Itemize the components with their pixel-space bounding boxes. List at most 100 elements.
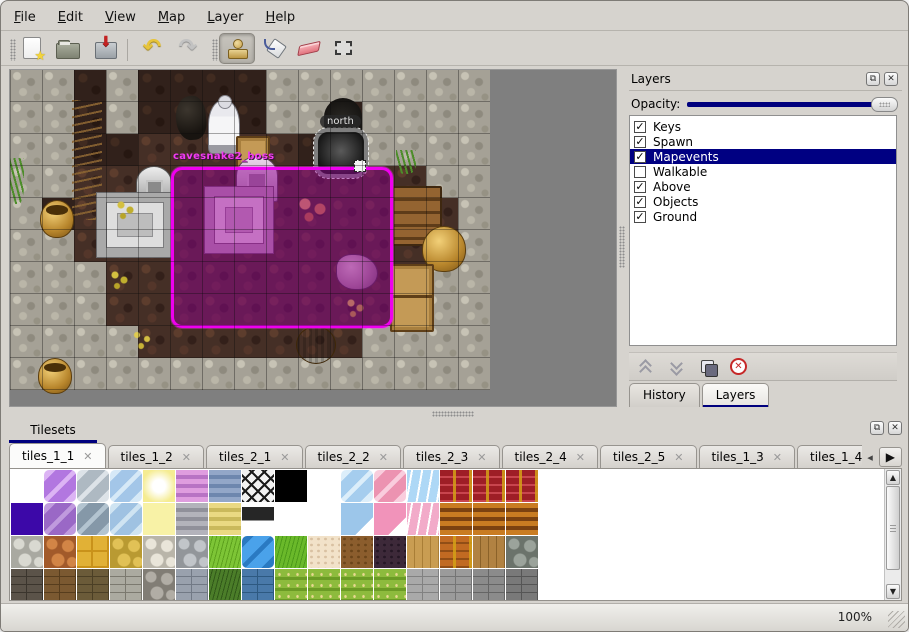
tileset-tab-tiles_2_1[interactable]: tiles_2_1 ✕ (206, 445, 303, 468)
tileset-tile[interactable] (374, 569, 406, 600)
tileset-tile[interactable] (44, 470, 76, 502)
tileset-tile[interactable] (11, 503, 43, 535)
opacity-slider[interactable] (687, 96, 898, 113)
redo-button[interactable]: ↷ (173, 34, 203, 62)
map-tile[interactable] (138, 134, 170, 166)
opacity-slider-track[interactable] (687, 101, 890, 107)
toolbar-drag-handle[interactable] (212, 39, 218, 61)
lower-layer-icon[interactable] (668, 356, 686, 376)
map-object-basket[interactable] (296, 326, 336, 364)
map-object-brazier[interactable] (38, 358, 72, 394)
tileset-tile[interactable] (275, 470, 307, 502)
layer-row-walkable[interactable]: Walkable (630, 164, 896, 179)
map-tile[interactable] (74, 262, 106, 294)
tileset-tile[interactable] (275, 536, 307, 568)
raise-layer-icon[interactable] (637, 358, 655, 378)
map-tile[interactable] (138, 102, 170, 134)
map-tile[interactable] (426, 70, 458, 102)
tileset-tile[interactable] (242, 470, 274, 502)
map-tile[interactable] (170, 326, 202, 358)
tileset-tile[interactable] (77, 470, 109, 502)
menu-map[interactable]: Map (157, 10, 186, 25)
tileset-tile[interactable] (440, 470, 472, 502)
map-tile[interactable] (170, 294, 202, 326)
close-tab-icon[interactable]: ✕ (181, 450, 191, 464)
tileset-tile[interactable] (374, 536, 406, 568)
close-tab-icon[interactable]: ✕ (772, 450, 782, 464)
float-panel-icon[interactable]: ⧉ (866, 72, 880, 86)
map-tile[interactable] (394, 70, 426, 102)
opacity-slider-handle[interactable] (871, 96, 898, 112)
tileset-tile[interactable] (110, 536, 142, 568)
map-tile[interactable] (10, 326, 42, 358)
map-tile[interactable] (42, 294, 74, 326)
map-tile[interactable] (106, 70, 138, 102)
close-panel-icon[interactable]: ✕ (884, 72, 898, 86)
map-tile[interactable] (458, 134, 490, 166)
map-tile[interactable] (42, 166, 74, 198)
map-tile[interactable] (106, 294, 138, 326)
map-tile[interactable] (298, 262, 330, 294)
scroll-tabs-left-icon[interactable]: ◂ (867, 450, 873, 464)
map-object-brazier[interactable] (40, 200, 74, 238)
map-tile[interactable] (266, 326, 298, 358)
map-tile[interactable] (330, 358, 362, 390)
tileset-tile[interactable] (440, 569, 472, 600)
tileset-tile[interactable] (407, 503, 439, 535)
layer-checkbox[interactable]: ✓ (634, 194, 646, 208)
map-tile[interactable] (10, 294, 42, 326)
map-tile[interactable] (74, 70, 106, 102)
map-tile[interactable] (106, 358, 138, 390)
map-tile[interactable] (10, 230, 42, 262)
tileset-tile[interactable] (341, 503, 373, 535)
menu-file[interactable]: File (14, 10, 36, 25)
open-button[interactable] (53, 34, 83, 62)
map-tile[interactable] (266, 294, 298, 326)
layer-checkbox[interactable] (634, 165, 646, 178)
map-tile[interactable] (106, 102, 138, 134)
tab-history[interactable]: History (629, 383, 700, 407)
map-object-flowers-dark[interactable] (128, 326, 162, 360)
map-tile[interactable] (202, 262, 234, 294)
layer-row-mapevents[interactable]: ✓ Mapevents (630, 149, 896, 164)
tileset-tile[interactable] (275, 569, 307, 600)
tileset-tab-tiles_2_3[interactable]: tiles_2_3 ✕ (403, 445, 500, 468)
map-object-altar-pink[interactable] (204, 186, 274, 254)
map-tile[interactable] (458, 326, 490, 358)
tileset-tile[interactable] (44, 503, 76, 535)
menu-layer[interactable]: Layer (207, 10, 244, 25)
resize-grip[interactable] (888, 611, 905, 628)
map-tile[interactable] (458, 102, 490, 134)
selection-rectangle[interactable] (171, 167, 393, 328)
tileset-tile[interactable] (341, 470, 373, 502)
map-object-mushrooms[interactable] (296, 196, 334, 226)
map-tile[interactable] (458, 358, 490, 390)
map-object-plant-yellow[interactable] (108, 268, 134, 292)
tileset-tile[interactable] (77, 569, 109, 600)
duplicate-layer-icon[interactable] (699, 358, 718, 377)
layer-checkbox[interactable]: ✓ (634, 134, 646, 148)
map-tile[interactable] (298, 70, 330, 102)
map-tile[interactable] (362, 326, 394, 358)
delete-layer-icon[interactable]: ✕ (730, 358, 747, 375)
stamp-tool-button[interactable] (219, 33, 255, 64)
map-tile[interactable] (266, 70, 298, 102)
tileset-tile[interactable] (407, 569, 439, 600)
layer-checkbox[interactable]: ✓ (634, 119, 646, 133)
map-tile[interactable] (362, 358, 394, 390)
map-tile[interactable] (138, 70, 170, 102)
map-object-rocks[interactable] (336, 254, 378, 290)
map-tile[interactable] (234, 358, 266, 390)
map-tile[interactable] (458, 198, 490, 230)
tileset-tile[interactable] (143, 536, 175, 568)
tileset-tile[interactable] (440, 536, 472, 568)
layer-row-keys[interactable]: ✓ Keys (630, 119, 896, 134)
save-button[interactable] (91, 34, 121, 62)
map-tile[interactable] (234, 294, 266, 326)
map-tile[interactable] (74, 294, 106, 326)
close-tab-icon[interactable]: ✕ (575, 450, 585, 464)
tileset-tab-tiles_1_4[interactable]: tiles_1_4✕ (797, 445, 862, 468)
map-tile[interactable] (298, 294, 330, 326)
layer-row-above[interactable]: ✓ Above (630, 179, 896, 194)
map-tile[interactable] (330, 198, 362, 230)
